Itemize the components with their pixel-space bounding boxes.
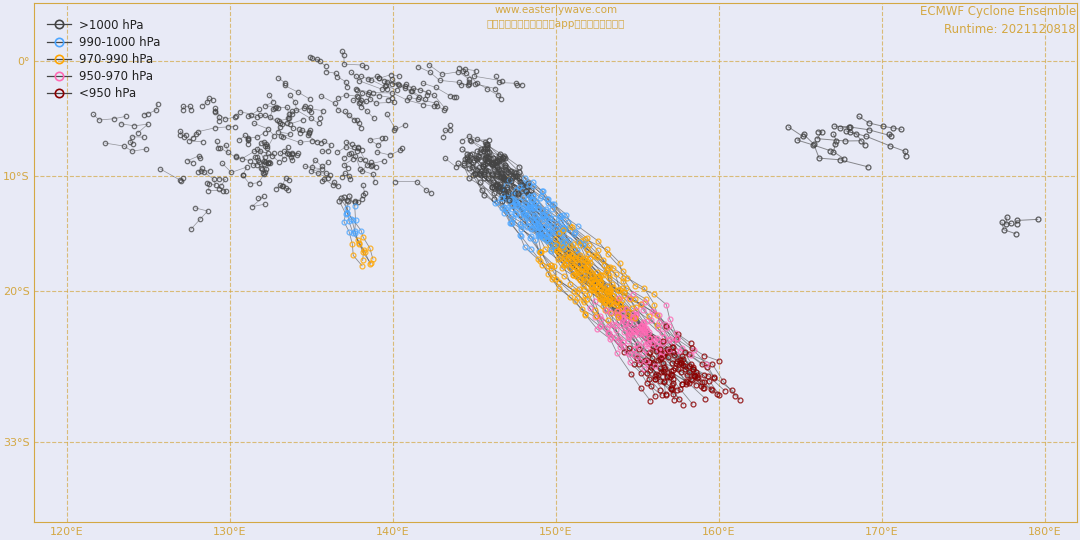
Legend: >1000 hPa, 990-1000 hPa, 970-990 hPa, 950-970 hPa, <950 hPa: >1000 hPa, 990-1000 hPa, 970-990 hPa, 95… bbox=[42, 14, 165, 105]
Text: www.easterlywave.com
未经许可禁止其他网站或app使用技术手段爬取: www.easterlywave.com 未经许可禁止其他网站或app使用技术手… bbox=[487, 5, 625, 29]
Text: ECMWF Cyclone Ensemble
Runtime: 2021120818: ECMWF Cyclone Ensemble Runtime: 20211208… bbox=[920, 5, 1076, 36]
